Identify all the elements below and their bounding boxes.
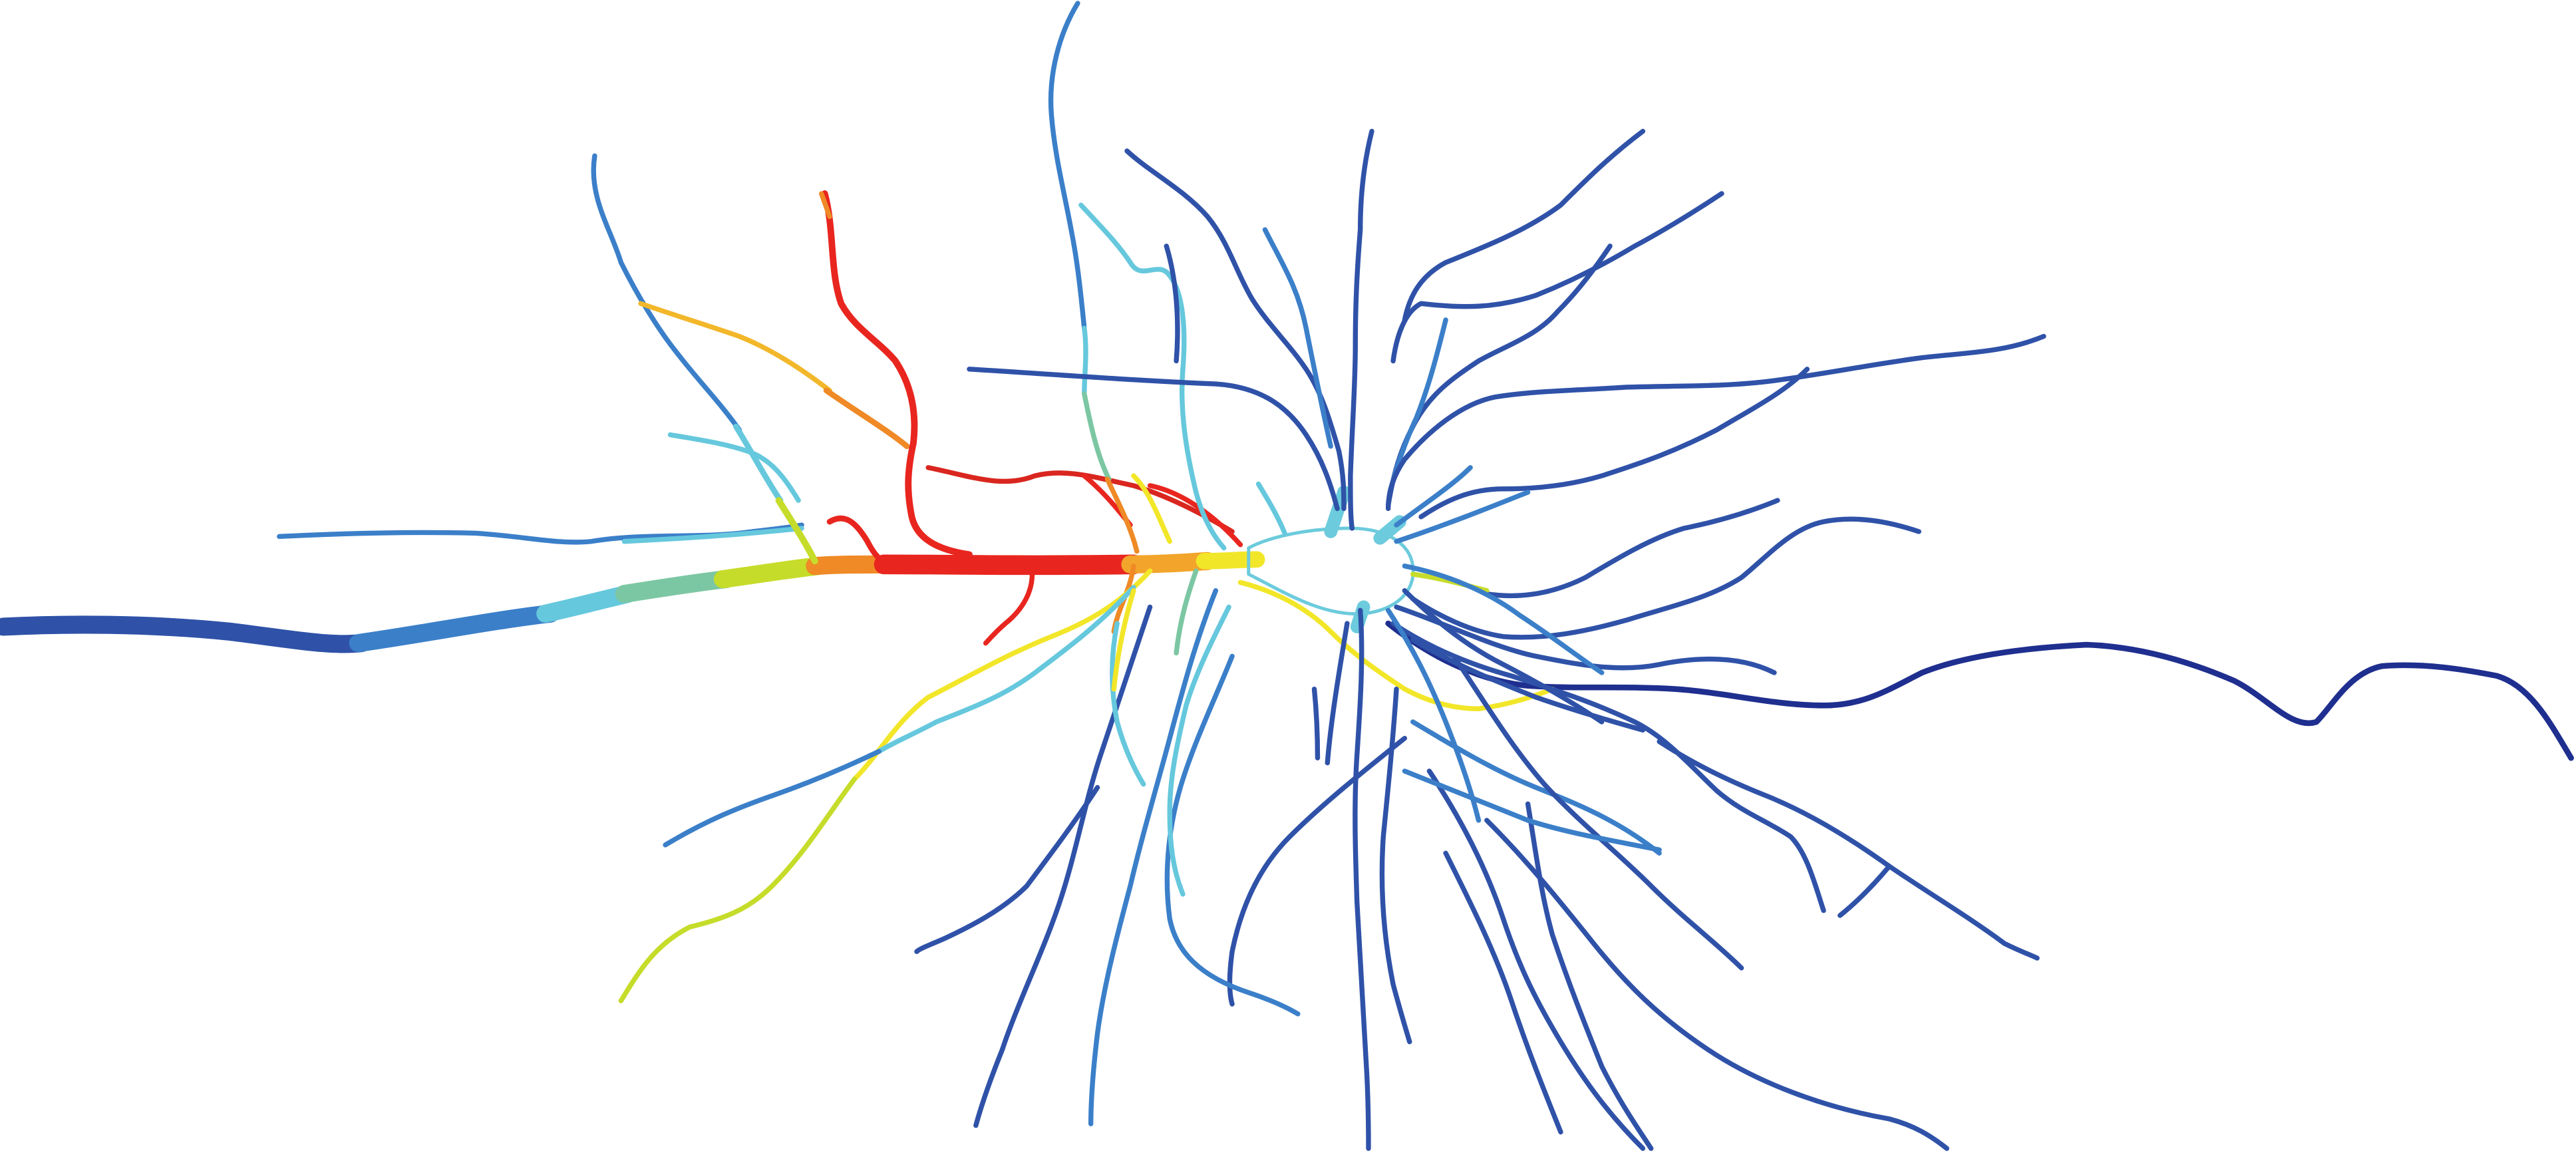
fibre-5 — [1385, 607, 1482, 823]
branch-right-upper-4 — [1410, 516, 1921, 640]
branch-down-blue-right — [1402, 768, 1662, 853]
branch-cyan-upper-mid-2 — [1180, 367, 1227, 551]
branch-red-upper — [821, 190, 973, 558]
branch-cyan-mid-left — [667, 432, 801, 503]
branch-upper-left-long — [591, 153, 742, 432]
fibre-2 — [1402, 564, 1605, 675]
branch-right-low-1 — [1426, 768, 1646, 1151]
branch-top-long-green — [1082, 391, 1112, 482]
right-branches — [1237, 333, 2574, 1151]
trunk-segment-red — [874, 554, 1144, 576]
branch-orange-arc — [638, 301, 832, 393]
branch-left-cyan-end — [621, 526, 804, 544]
fibre-1 — [1394, 490, 1531, 544]
axon-dark-blue — [1385, 620, 2574, 761]
branch-cyan-upper-mid — [1078, 202, 1187, 372]
branch-yellow-long-down — [852, 568, 1153, 782]
branch-right-upper-2 — [1418, 367, 1810, 520]
fibre-3 — [1402, 588, 1605, 725]
branch-blue-upper-4 — [1262, 227, 1333, 449]
branch-right-mid-4 — [1410, 719, 1662, 856]
branch-blue-top-right-2 — [1390, 191, 1724, 364]
branch-down-left-3 — [1088, 588, 1219, 1126]
branch-blue-upper-1 — [1124, 148, 1347, 512]
branch-down-left-4 — [973, 604, 1153, 1128]
trunk-segment-yellow-green — [713, 557, 828, 589]
branch-down-cyan-1 — [1167, 604, 1231, 897]
branch-down-center-1 — [1353, 607, 1371, 1151]
branch-blue-top-right-1 — [1402, 128, 1646, 323]
trunk-segment-cyan — [536, 585, 637, 623]
branch-top-long-cyan — [1082, 325, 1088, 397]
branch-right-long-upper — [1385, 333, 2046, 512]
trunk-segment-blue — [349, 604, 560, 653]
branch-yellow-mid — [1131, 473, 1172, 544]
branch-right-mid-3 — [1838, 864, 1892, 918]
trunk-segment-yellow-2 — [1196, 551, 1265, 570]
fibre-6 — [1410, 637, 1646, 733]
branch-right-low-3 — [1525, 801, 1654, 1151]
branch-upper-left-yellow — [775, 497, 818, 565]
fibre-4 — [1394, 465, 1473, 528]
branch-blue-left-down — [663, 748, 882, 848]
branch-down-yellow-1 — [1111, 588, 1136, 692]
branch-right-mid-2 — [1657, 739, 2040, 961]
branch-down-left-1 — [1227, 735, 1408, 1007]
branch-down-center-3 — [1311, 621, 1350, 766]
branch-cyan-up-short — [1255, 481, 1287, 536]
branch-red-down — [983, 564, 1035, 646]
branch-down-center-2 — [1379, 686, 1412, 1045]
left-branches — [277, 153, 1243, 1003]
branch-top-long-orange — [1104, 476, 1140, 554]
branch-right-mid-5 — [1451, 653, 1744, 971]
branch-top-long — [1048, 1, 1087, 331]
upper-branches — [967, 1, 1724, 554]
branch-orange-arc-2 — [823, 387, 910, 450]
branch-right-low-2 — [1484, 818, 1949, 1151]
near-soma-fibres — [1385, 465, 1646, 823]
trunk-segment-green — [615, 570, 736, 603]
trunk-segment-dark-blue — [0, 615, 371, 653]
branch-down-cyan-2 — [1110, 621, 1146, 787]
lower-branches — [914, 568, 1662, 1151]
branch-yellow-green-down — [618, 776, 857, 1003]
soma-body — [1247, 526, 1415, 616]
branch-cyan-left-down — [876, 585, 1136, 754]
branch-down-left-5 — [914, 784, 1100, 954]
branch-yellow-right — [1237, 579, 1555, 711]
branch-red-inner — [1082, 473, 1243, 548]
branch-down-left-2 — [1164, 653, 1301, 1017]
branch-blue-vertical-top — [1348, 128, 1374, 531]
branch-red-mid — [925, 465, 1235, 534]
branch-down-green-1 — [1174, 568, 1199, 656]
branch-right-low-4 — [1443, 850, 1563, 1135]
branch-red-loop — [826, 515, 890, 568]
trunk-segment-orange-2 — [1121, 552, 1217, 574]
branch-blue-upper-2 — [1164, 244, 1180, 364]
branch-upper-left-cyan — [732, 423, 784, 504]
main-trunk — [0, 551, 1265, 653]
branch-right-upper-3 — [1484, 498, 1780, 599]
branch-right-mid-1 — [1390, 621, 1826, 913]
branch-red-upper-tip — [818, 191, 832, 220]
branch-blue-upper-3 — [967, 367, 1340, 512]
